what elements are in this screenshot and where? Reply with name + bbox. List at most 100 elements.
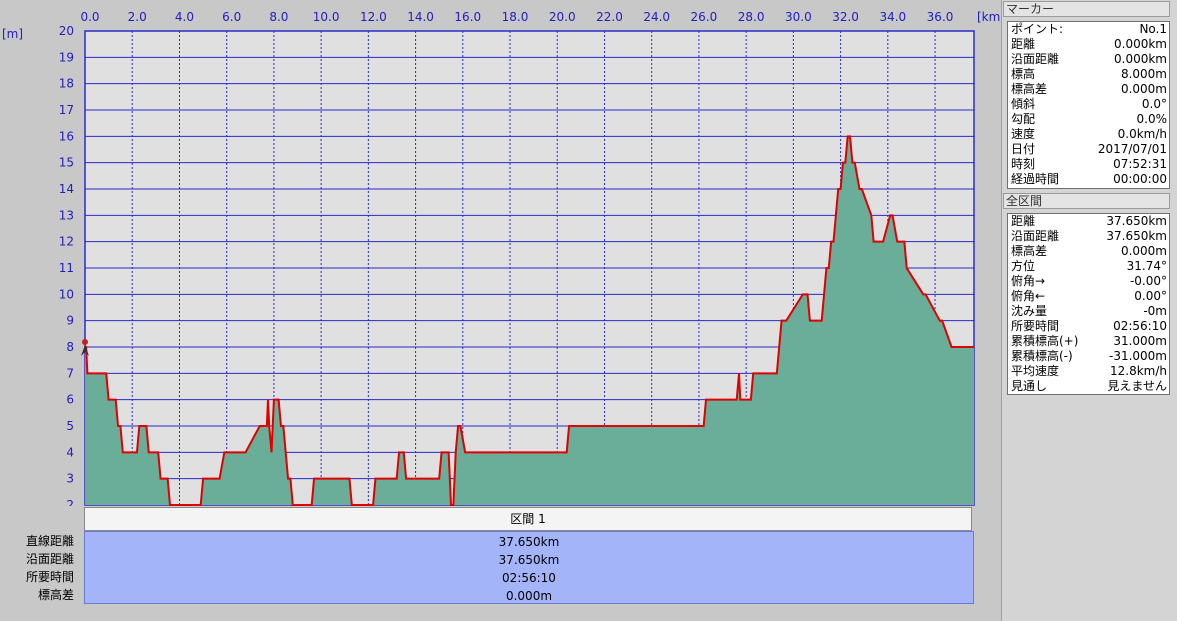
- total-info-value: -0m: [1143, 304, 1167, 318]
- y-tick-label: 19: [59, 50, 74, 64]
- total-info-row: 見通し 見えません: [1008, 379, 1169, 394]
- total-info-value: 37.650km: [1106, 229, 1167, 243]
- total-info-row: 俯角← 0.00°: [1008, 289, 1169, 304]
- total-info-label: 標高差: [1011, 244, 1048, 258]
- total-info-row: 平均速度 12.8km/h: [1008, 364, 1169, 379]
- summary-value-elevation-diff: 0.000m: [505, 589, 553, 603]
- total-info-value: 37.650km: [1106, 214, 1167, 228]
- x-tick-label: 30.0: [785, 10, 812, 24]
- total-info-value: 02:56:10: [1113, 319, 1167, 333]
- y-tick-label: 11: [59, 261, 74, 275]
- section-summary: 37.650km 37.650km 02:56:10 0.000m: [84, 531, 974, 604]
- marker-info-label: 時刻: [1011, 157, 1036, 171]
- total-info-table: 距離 37.650km 沿面距離 37.650km 標高差 0.000m 方位 31.74° 俯…: [1007, 213, 1170, 395]
- marker-info-value: 2017/07/01: [1097, 142, 1167, 156]
- x-tick-label: 14.0: [407, 10, 434, 24]
- total-info-label: 沿面距離: [1011, 229, 1060, 243]
- y-tick-label: 14: [59, 182, 74, 196]
- section-title: 区間 1: [510, 512, 546, 526]
- x-tick-label: 10.0: [313, 10, 340, 24]
- summary-value-duration: 02:56:10: [502, 571, 556, 585]
- marker-info-value: 8.000m: [1120, 67, 1167, 81]
- y-tick-label: 2: [66, 498, 74, 506]
- marker-info-row: 標高差 0.000m: [1008, 82, 1169, 97]
- marker-info-value: 0.000km: [1114, 52, 1167, 66]
- y-tick-label: 10: [59, 287, 74, 301]
- marker-info-value: 0.0%: [1136, 112, 1168, 126]
- marker-info-row: 日付 2017/07/01: [1008, 142, 1169, 157]
- marker-info-value: 00:00:00: [1113, 172, 1167, 186]
- y-tick-label: 18: [59, 77, 74, 91]
- total-info-label: 累積標高(+): [1011, 334, 1079, 348]
- summary-label-duration: 所要時間: [25, 570, 74, 584]
- total-info-value: 0.00°: [1134, 289, 1167, 303]
- x-tick-label: 26.0: [691, 10, 718, 24]
- marker-info-row: 時刻 07:52:31: [1008, 157, 1169, 172]
- elevation-area: [85, 135, 974, 506]
- marker-info-row: ポイント: No.1: [1008, 22, 1169, 37]
- total-info-value: 31.000m: [1113, 334, 1167, 348]
- marker-info-label: ポイント:: [1011, 22, 1064, 36]
- y-tick-label: 6: [66, 393, 74, 407]
- total-info-row: 所要時間 02:56:10: [1008, 319, 1169, 334]
- total-info-row: 沿面距離 37.650km: [1008, 229, 1169, 244]
- total-info-row: 標高差 0.000m: [1008, 244, 1169, 259]
- x-tick-label: 8.0: [269, 10, 288, 24]
- total-info-value: -0.00°: [1129, 274, 1167, 288]
- total-info-row: 累積標高(+) 31.000m: [1008, 334, 1169, 349]
- marker-info-value: 0.000m: [1120, 82, 1167, 96]
- marker-info-value: 07:52:31: [1113, 157, 1167, 171]
- start-marker-icon[interactable]: [81, 339, 89, 356]
- elevation-fill: [85, 136, 974, 506]
- y-tick-label: 7: [66, 366, 74, 380]
- summary-value-straight-distance: 37.650km: [498, 535, 560, 549]
- marker-info-row: 標高 8.000m: [1008, 67, 1169, 82]
- y-tick-label: 3: [66, 472, 74, 486]
- total-info-value: 31.74°: [1126, 259, 1167, 273]
- summary-value-surface-distance: 37.650km: [498, 553, 560, 567]
- x-tick-label: 28.0: [738, 10, 765, 24]
- x-tick-label: 12.0: [360, 10, 387, 24]
- x-tick-label: 2.0: [128, 10, 147, 24]
- total-info-label: 平均速度: [1011, 364, 1060, 378]
- total-info-label: 方位: [1011, 259, 1036, 273]
- x-tick-label: 18.0: [502, 10, 529, 24]
- marker-info-value: 0.000km: [1114, 37, 1167, 51]
- marker-body: [81, 345, 89, 356]
- total-info-label: 俯角←: [1011, 289, 1046, 303]
- elevation-chart[interactable]: 0.0 2.0 4.0 6.0 8.0 10.0 12.0 14.0 16.0 18.0 20.0 2…: [0, 0, 1005, 512]
- total-info-row: 累積標高(-) -31.000m: [1008, 349, 1169, 364]
- x-tick-label: 16.0: [454, 10, 481, 24]
- y-tick-label: 16: [59, 129, 74, 143]
- section-header[interactable]: 区間 1: [84, 507, 972, 531]
- marker-info-label: 標高: [1011, 67, 1036, 81]
- marker-info-row: 距離 0.000km: [1008, 37, 1169, 52]
- marker-info-label: 標高差: [1011, 82, 1048, 96]
- total-panel-header[interactable]: 全区間: [1003, 193, 1170, 209]
- x-tick-label: 20.0: [549, 10, 576, 24]
- y-tick-label: 13: [59, 208, 74, 222]
- total-info-label: 累積標高(-): [1011, 349, 1073, 363]
- y-tick-label: 9: [66, 314, 74, 328]
- y-tick-label: 5: [66, 419, 74, 433]
- marker-info-row: 経過時間 00:00:00: [1008, 172, 1169, 187]
- total-info-value: 0.000m: [1120, 244, 1167, 258]
- total-info-row: 方位 31.74°: [1008, 259, 1169, 274]
- summary-label-elevation-diff: 標高差: [37, 588, 74, 602]
- marker-info-label: 経過時間: [1011, 172, 1060, 186]
- marker-panel-header[interactable]: マーカー: [1003, 1, 1170, 17]
- x-tick-label: 36.0: [927, 10, 954, 24]
- y-tick-labels: 2 3 4 5 6 7 8 9 10 11 12 13 14 15 16 17 18 19 20: [59, 24, 74, 512]
- marker-info-label: 勾配: [1011, 112, 1036, 126]
- total-info-row: 距離 37.650km: [1008, 214, 1169, 229]
- total-info-row: 沈み量 -0m: [1008, 304, 1169, 319]
- total-info-value: -31.000m: [1108, 349, 1167, 363]
- marker-info-table: ポイント: No.1 距離 0.000km 沿面距離 0.000km 標高 8.000m 標高差…: [1007, 21, 1170, 189]
- summary-label-surface-distance: 沿面距離: [25, 552, 74, 566]
- marker-info-label: 速度: [1011, 127, 1036, 141]
- x-axis-unit: [km]: [977, 10, 1000, 24]
- info-panel: マーカー ポイント: No.1 距離 0.000km 沿面距離 0.000km 標高 8.00…: [1001, 0, 1177, 621]
- marker-info-row: 速度 0.0km/h: [1008, 127, 1169, 142]
- marker-info-row: 沿面距離 0.000km: [1008, 52, 1169, 67]
- elevation-line: [85, 135, 974, 506]
